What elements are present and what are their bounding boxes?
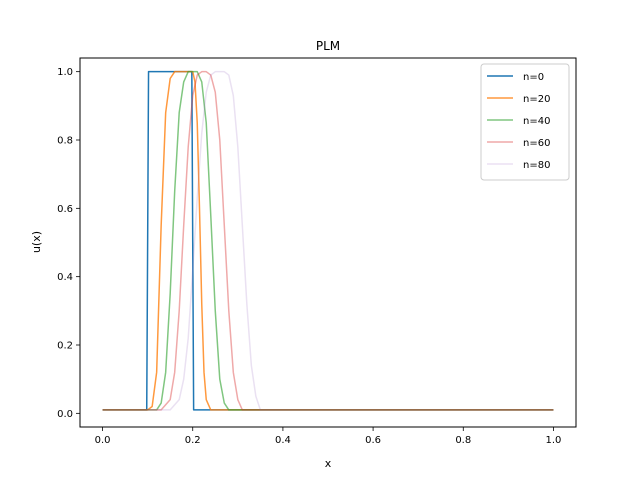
x-tick-label: 0.6: [365, 435, 381, 446]
y-ticks: 0.0 0.2 0.4 0.6 0.8 1.0: [57, 67, 80, 420]
chart-title: PLM: [316, 39, 340, 53]
x-tick-label: 1.0: [546, 435, 562, 446]
legend-label: n=40: [523, 116, 550, 127]
y-tick-label: 0.6: [57, 204, 73, 215]
y-axis-label: u(x): [30, 231, 43, 253]
x-axis-label: x: [325, 457, 332, 470]
y-tick-label: 0.8: [57, 136, 73, 147]
legend-label: n=0: [523, 72, 544, 83]
series-line-2: [102, 70, 554, 411]
y-tick-label: 0.0: [57, 409, 73, 420]
x-tick-label: 0.8: [455, 435, 471, 446]
y-tick-label: 1.0: [57, 67, 73, 78]
x-tick-label: 0.4: [275, 435, 291, 446]
plot-frame: [79, 57, 577, 428]
series-layer: [102, 70, 554, 411]
y-tick-label: 0.4: [57, 272, 73, 283]
x-tick-label: 0.0: [95, 435, 111, 446]
legend-label: n=60: [523, 138, 550, 149]
legend-box: [480, 63, 570, 181]
legend: n=0 n=20 n=40 n=60 n=80: [480, 63, 570, 181]
x-ticks: 0.0 0.2 0.4 0.6 0.8 1.0: [95, 427, 562, 446]
series-line-3: [102, 70, 554, 411]
legend-label: n=80: [523, 160, 550, 171]
series-line-0: [102, 70, 554, 411]
series-line-4: [102, 70, 554, 411]
legend-label: n=20: [523, 94, 550, 105]
x-tick-label: 0.2: [185, 435, 201, 446]
y-tick-label: 0.2: [57, 341, 73, 352]
